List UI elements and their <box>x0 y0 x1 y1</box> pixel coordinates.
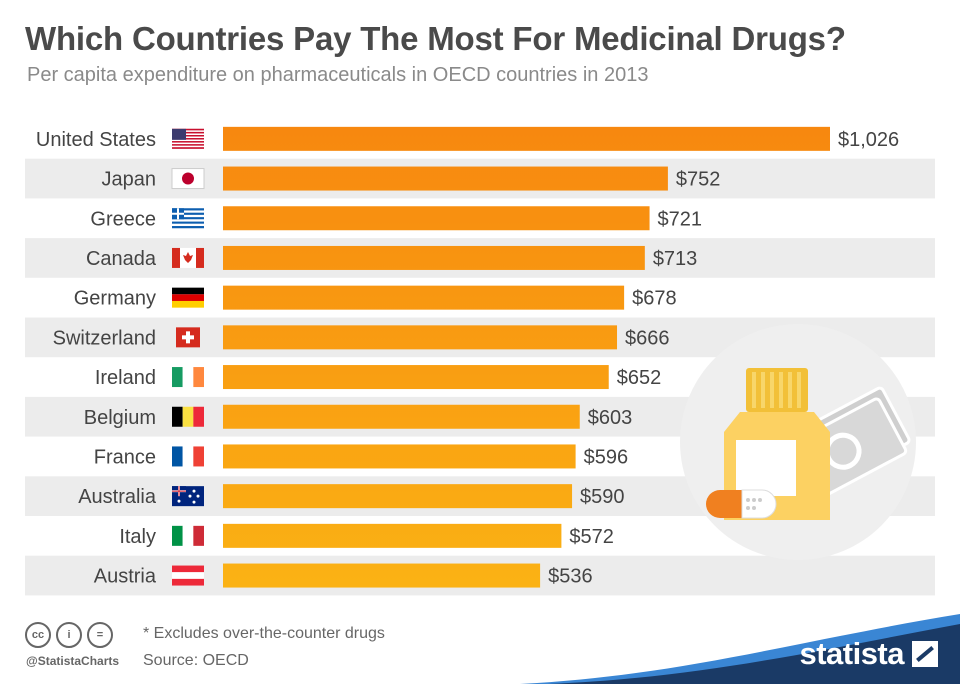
bar <box>223 206 650 231</box>
footer-wave <box>548 624 960 684</box>
value-label: $678 <box>632 288 677 310</box>
twitter-handle[interactable]: @StatistaCharts <box>26 654 120 668</box>
statista-mark-icon <box>912 641 938 667</box>
germany-flag-icon <box>172 287 204 308</box>
bar <box>223 523 562 548</box>
nd-icon: = <box>87 622 113 648</box>
value-label: $652 <box>617 367 662 389</box>
category-label: Canada <box>86 248 157 270</box>
category-label: Japan <box>102 169 157 191</box>
bar <box>223 126 830 151</box>
bar <box>223 245 645 270</box>
value-label: $590 <box>580 486 625 508</box>
value-label: $713 <box>653 248 698 270</box>
canada-flag-icon <box>172 247 204 268</box>
category-label: France <box>94 446 156 468</box>
category-label: Belgium <box>84 407 156 429</box>
australia-flag-icon <box>172 486 204 507</box>
category-label: Australia <box>78 486 157 508</box>
by-icon: i <box>56 622 82 648</box>
chart-subtitle: Per capita expenditure on pharmaceutical… <box>27 64 649 86</box>
value-label: $666 <box>625 327 670 349</box>
bar <box>223 404 580 429</box>
medicine-illustration-icon <box>680 324 916 560</box>
footnote: * Excludes over-the-counter drugs <box>143 625 385 642</box>
bar <box>223 285 625 310</box>
italy-flag-icon <box>172 525 204 546</box>
japan-flag-icon <box>171 168 205 190</box>
category-label: Greece <box>90 208 156 230</box>
category-label: Italy <box>119 526 156 548</box>
chart-title: Which Countries Pay The Most For Medicin… <box>25 20 846 57</box>
category-label: United States <box>36 129 156 151</box>
bottle-label <box>736 440 796 496</box>
belgium-flag-icon <box>172 406 204 427</box>
us-flag-icon <box>172 128 204 149</box>
ireland-flag-icon <box>172 367 204 388</box>
license-icons: cc i = <box>25 622 113 648</box>
source-note: Source: OECD <box>143 652 249 669</box>
switzerland-flag-icon <box>176 327 200 348</box>
bar <box>223 365 609 390</box>
category-label: Switzerland <box>53 327 156 349</box>
value-label: $1,026 <box>838 129 899 151</box>
value-label: $536 <box>548 566 593 588</box>
bar <box>223 563 541 588</box>
value-label: $752 <box>676 169 721 191</box>
bar <box>223 484 573 509</box>
bar <box>223 444 576 469</box>
category-label: Germany <box>74 288 156 310</box>
value-label: $721 <box>658 208 703 230</box>
france-flag-icon <box>172 446 204 467</box>
value-label: $572 <box>569 526 614 548</box>
cc-icon: cc <box>25 622 51 648</box>
category-label: Austria <box>94 566 157 588</box>
value-label: $603 <box>588 407 633 429</box>
category-label: Ireland <box>95 367 156 389</box>
austria-flag-icon <box>172 565 204 586</box>
statista-logo[interactable]: statista <box>799 636 938 672</box>
value-label: $596 <box>584 446 629 468</box>
bar <box>223 325 618 350</box>
bar <box>223 166 668 191</box>
greece-flag-icon <box>172 208 204 229</box>
brand-name: statista <box>799 636 904 671</box>
